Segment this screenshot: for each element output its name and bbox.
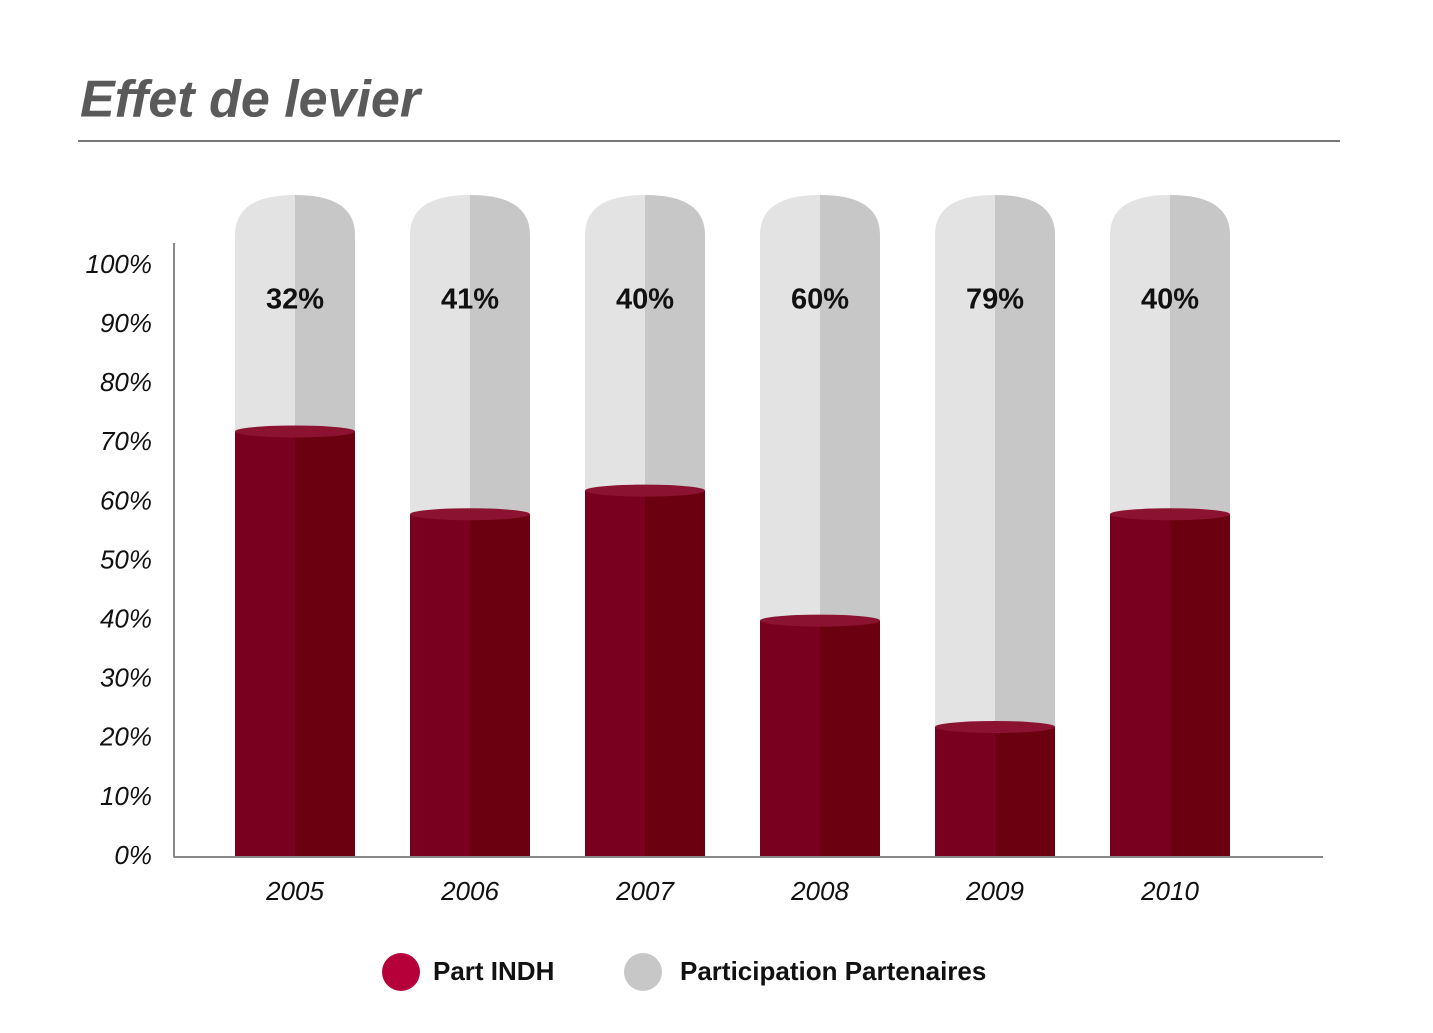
bar-segment [235, 242, 355, 431]
x-tick-label: 2005 [265, 876, 324, 906]
x-tick-label: 2010 [1140, 876, 1199, 906]
bar-half [935, 260, 995, 727]
bar-half [235, 431, 295, 857]
y-tick-label: 20% [99, 722, 152, 752]
bar-segment [585, 484, 705, 857]
y-tick-label: 80% [100, 367, 152, 397]
data-label: 40% [1141, 284, 1199, 316]
bar-half [585, 490, 645, 857]
bar-half [1110, 514, 1170, 857]
x-tick-label: 2007 [615, 876, 675, 906]
bar-half [645, 490, 705, 857]
bar-cap [760, 614, 880, 627]
x-tick-label: 2009 [965, 876, 1024, 906]
y-tick-label: 50% [100, 544, 152, 574]
data-label: 79% [966, 284, 1024, 316]
bar-track [995, 195, 1055, 857]
bar-half [410, 514, 470, 857]
legend-swatch [382, 953, 420, 991]
chart-title: Effet de levier [80, 71, 423, 129]
legend-swatch [624, 953, 662, 991]
bar-half [295, 242, 355, 431]
bar-half [820, 620, 880, 857]
data-label: 41% [441, 284, 499, 316]
y-tick-label: 30% [100, 663, 152, 693]
y-tick-label: 100% [86, 249, 153, 279]
y-tick-label: 40% [100, 603, 152, 633]
bar-cap [235, 425, 355, 438]
y-tick-label: 60% [100, 485, 152, 515]
bar-cap [410, 508, 530, 521]
legend-label: Part INDH [433, 956, 554, 986]
bar-half [935, 726, 995, 857]
bar-half [760, 266, 820, 621]
x-tick-label: 2008 [790, 876, 849, 906]
y-tick-label: 70% [100, 426, 152, 456]
bar-cap [1110, 508, 1230, 521]
bar-segment [935, 260, 1055, 727]
y-tick-label: 90% [100, 308, 152, 338]
bar-cap [935, 720, 1055, 733]
bar-cap [585, 484, 705, 497]
bar-segment [235, 425, 355, 857]
y-tick-label: 0% [114, 840, 152, 870]
bar-half [995, 260, 1055, 727]
bar-half [295, 431, 355, 857]
bar-half [1170, 514, 1230, 857]
bar-half [235, 242, 295, 431]
data-label: 60% [791, 284, 849, 316]
bar-half [820, 266, 880, 621]
y-tick-label: 10% [100, 781, 152, 811]
bar-half [995, 726, 1055, 857]
bar-track [935, 195, 995, 857]
data-label: 40% [616, 284, 674, 316]
bar-segment [760, 266, 880, 621]
bar-segment [1110, 508, 1230, 857]
bar-half [760, 620, 820, 857]
bar-segment [935, 720, 1055, 857]
data-label: 32% [266, 284, 324, 316]
bar-half [470, 514, 530, 857]
bar-segment [760, 614, 880, 857]
x-tick-label: 2006 [440, 876, 499, 906]
bar-segment [410, 508, 530, 857]
legend-label: Participation Partenaires [680, 956, 986, 986]
